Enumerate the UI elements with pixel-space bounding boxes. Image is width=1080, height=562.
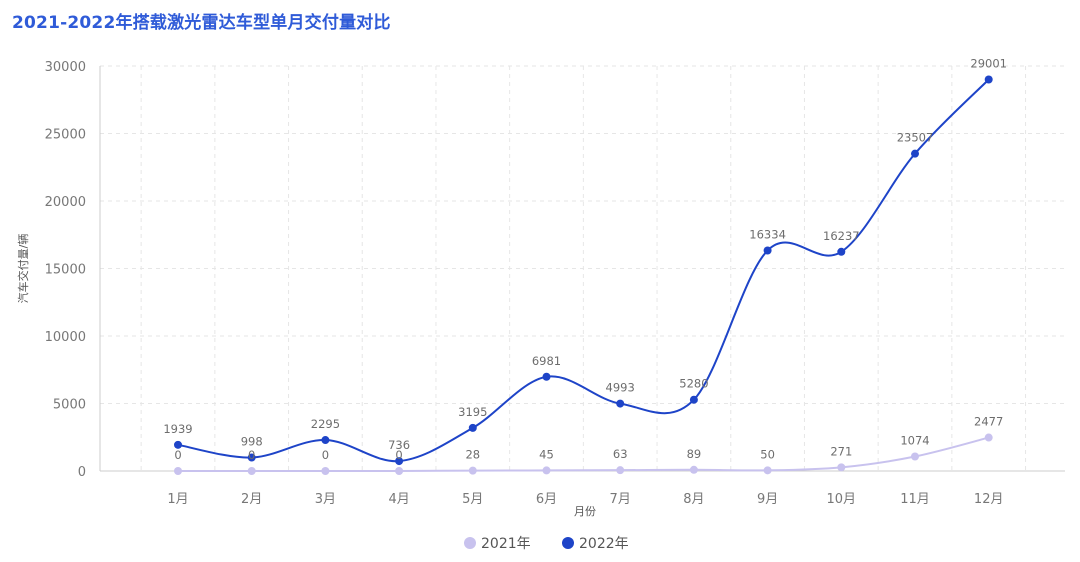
data-label: 16237 bbox=[823, 229, 860, 243]
series bbox=[174, 75, 993, 475]
data-point bbox=[174, 440, 182, 449]
series-line bbox=[178, 436, 989, 473]
data-label: 28 bbox=[465, 448, 480, 462]
y-tick-label: 15000 bbox=[45, 263, 86, 278]
data-point bbox=[911, 149, 919, 158]
series-1 bbox=[174, 75, 993, 466]
data-point bbox=[468, 423, 477, 432]
data-point bbox=[542, 466, 551, 475]
data-label: 1939 bbox=[163, 422, 192, 436]
y-tick-label: 10000 bbox=[45, 330, 86, 345]
data-label: 0 bbox=[248, 448, 255, 462]
series-0 bbox=[174, 433, 993, 475]
data-label: 998 bbox=[241, 435, 263, 449]
data-point bbox=[984, 75, 993, 84]
y-tick-label: 30000 bbox=[45, 60, 86, 75]
x-tick-label: 3月 bbox=[315, 492, 336, 507]
data-point bbox=[395, 467, 404, 475]
data-label: 0 bbox=[395, 448, 402, 462]
x-tick-label: 7月 bbox=[610, 492, 631, 507]
data-label: 29001 bbox=[970, 56, 1007, 70]
data-point bbox=[321, 467, 330, 475]
data-label: 6981 bbox=[532, 354, 561, 368]
x-tick-label: 4月 bbox=[388, 492, 409, 507]
legend[interactable]: 2021年 2022年 bbox=[464, 536, 629, 552]
x-tick-label: 11月 bbox=[900, 492, 930, 507]
data-label: 45 bbox=[539, 447, 554, 461]
data-label: 89 bbox=[687, 447, 702, 461]
data-point bbox=[837, 463, 846, 472]
data-point bbox=[984, 433, 993, 442]
data-point bbox=[763, 466, 772, 475]
chart-title: 2021-2022年搭载激光雷达车型单月交付量对比 bbox=[12, 13, 391, 33]
x-tick-label: 12月 bbox=[974, 492, 1004, 507]
data-point bbox=[837, 247, 846, 256]
x-tick-label: 9月 bbox=[757, 492, 778, 507]
data-label: 5280 bbox=[679, 377, 708, 391]
data-label: 3195 bbox=[458, 405, 487, 419]
legend-item[interactable]: 2021年 bbox=[464, 536, 531, 552]
y-axis-title: 汽车交付量/辆 bbox=[16, 234, 30, 304]
data-point bbox=[247, 467, 256, 475]
data-point bbox=[616, 399, 625, 408]
data-label: 16334 bbox=[749, 227, 786, 241]
data-label: 63 bbox=[613, 447, 628, 461]
legend-label: 2022年 bbox=[579, 536, 629, 552]
data-point bbox=[395, 457, 404, 466]
data-label: 271 bbox=[830, 444, 852, 458]
data-point bbox=[321, 436, 330, 445]
x-tick-label: 10月 bbox=[827, 492, 857, 507]
legend-item[interactable]: 2022年 bbox=[562, 536, 629, 552]
data-label: 1074 bbox=[900, 434, 929, 448]
y-tick-label: 0 bbox=[78, 465, 86, 480]
data-label: 736 bbox=[388, 438, 410, 452]
y-tick-label: 20000 bbox=[45, 195, 86, 210]
data-point bbox=[616, 466, 625, 475]
x-tick-label: 1月 bbox=[167, 492, 188, 507]
data-label: 2477 bbox=[974, 415, 1003, 429]
y-tick-label: 25000 bbox=[45, 128, 86, 143]
data-label: 50 bbox=[760, 447, 775, 461]
x-axis-title: 月份 bbox=[574, 505, 596, 518]
x-tick-label: 2月 bbox=[241, 492, 262, 507]
data-point bbox=[468, 466, 477, 475]
y-tick-label: 5000 bbox=[53, 398, 86, 413]
legend-marker bbox=[464, 537, 476, 549]
x-tick-label: 5月 bbox=[462, 492, 483, 507]
data-label: 0 bbox=[322, 448, 329, 462]
data-label: 4993 bbox=[606, 381, 635, 395]
data-point bbox=[689, 465, 698, 474]
data-point bbox=[247, 453, 256, 462]
data-point bbox=[911, 452, 919, 461]
x-tick-label: 6月 bbox=[536, 492, 557, 507]
data-labels: 0 0 0 0 28 45 63 89 50 271 1074 2477 1939 998 2295 736 3… bbox=[163, 56, 1007, 462]
data-label: 2295 bbox=[311, 417, 340, 431]
data-label: 23507 bbox=[897, 131, 934, 145]
data-label: 0 bbox=[174, 448, 181, 462]
data-point bbox=[689, 395, 698, 404]
data-point bbox=[763, 246, 772, 255]
legend-marker bbox=[562, 537, 574, 549]
grid-lines bbox=[100, 65, 1065, 471]
data-point bbox=[174, 467, 182, 475]
x-tick-label: 8月 bbox=[683, 492, 704, 507]
data-point bbox=[542, 372, 551, 381]
legend-label: 2021年 bbox=[481, 536, 531, 552]
